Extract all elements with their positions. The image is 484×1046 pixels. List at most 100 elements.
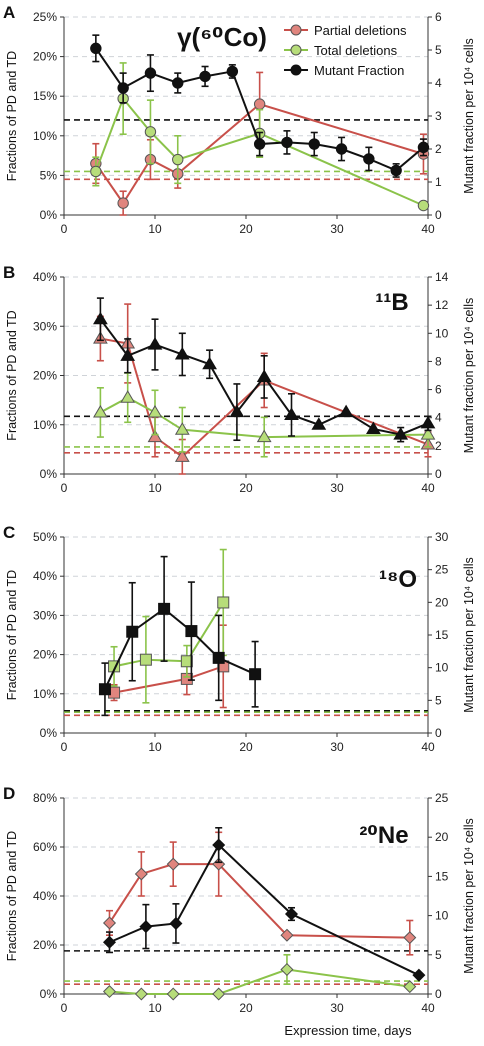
series-mutant-fraction xyxy=(93,297,436,443)
data-point xyxy=(420,415,436,429)
series-line xyxy=(108,863,410,939)
left-tick-label: 30% xyxy=(33,319,57,333)
left-tick-label: 10% xyxy=(33,129,57,143)
right-tick-label: 20 xyxy=(435,830,449,844)
data-point xyxy=(256,429,272,443)
left-tick-label: 20% xyxy=(33,369,57,383)
data-point xyxy=(403,931,417,945)
right-tick-label: 12 xyxy=(435,298,449,312)
data-point xyxy=(284,907,299,921)
data-point xyxy=(420,427,436,440)
right-tick-label: 2 xyxy=(435,439,442,453)
x-tick-label: 40 xyxy=(421,1001,435,1015)
data-point xyxy=(229,404,245,418)
x-tick-label: 30 xyxy=(330,481,344,495)
panel-d: 0 10 20 30 40 0% 20% 40% 60% 80% 0 5 10 15 20 25 Fractio… xyxy=(3,784,476,1015)
x-tick-label: 20 xyxy=(239,740,253,754)
right-axis-title: Mutant fraction per 10⁴ cells xyxy=(462,818,476,973)
right-axis-title: Mutant fraction per 10⁴ cells xyxy=(462,298,476,453)
data-point xyxy=(174,449,190,462)
data-point xyxy=(308,138,320,150)
data-point xyxy=(147,337,163,350)
data-point xyxy=(284,407,299,420)
left-tick-label: 20% xyxy=(33,50,57,64)
x-tick-label: 30 xyxy=(330,1001,344,1015)
x-tick-label: 10 xyxy=(148,740,162,754)
right-tick-label: 4 xyxy=(435,76,442,90)
panel-title: γ(⁶⁰Co) xyxy=(177,22,267,52)
left-tick-label: 5% xyxy=(40,168,58,182)
left-tick-label: 40% xyxy=(33,569,57,583)
panel-letter: A xyxy=(3,3,15,22)
left-tick-label: 50% xyxy=(33,530,57,544)
data-point xyxy=(185,625,198,638)
data-point xyxy=(412,968,426,982)
data-point xyxy=(417,199,430,212)
right-tick-label: 15 xyxy=(435,869,449,883)
panel-title: ¹¹B xyxy=(375,289,408,316)
right-tick-label: 2 xyxy=(435,142,442,156)
x-tick-label: 0 xyxy=(61,222,68,236)
data-point xyxy=(253,138,266,150)
right-tick-label: 5 xyxy=(435,43,442,57)
panel-title: ¹⁸O xyxy=(379,566,417,593)
right-tick-label: 0 xyxy=(435,208,442,222)
left-tick-label: 15% xyxy=(33,89,57,103)
left-tick-label: 20% xyxy=(33,648,57,662)
right-axis-title: Mutant fraction per 10⁴ cells xyxy=(462,38,476,193)
left-tick-label: 10% xyxy=(33,418,57,432)
data-point xyxy=(120,390,136,403)
data-point xyxy=(226,65,239,78)
right-tick-label: 6 xyxy=(435,383,442,397)
left-tick-label: 20% xyxy=(33,938,57,952)
legend-label: Mutant Fraction xyxy=(314,63,404,78)
legend-label: Total deletions xyxy=(314,43,398,58)
data-point xyxy=(417,141,430,154)
right-tick-label: 4 xyxy=(435,411,442,425)
right-tick-label: 3 xyxy=(435,109,442,123)
data-point xyxy=(249,668,262,681)
data-point xyxy=(217,596,230,609)
series-mutant-fraction xyxy=(102,826,426,982)
legend-swatch-marker xyxy=(290,24,302,36)
series-mutant-fraction xyxy=(98,555,262,717)
series-line xyxy=(104,607,256,690)
data-point xyxy=(366,421,381,435)
right-tick-label: 25 xyxy=(435,563,449,577)
panel-letter: C xyxy=(3,523,15,542)
x-tick-label: 0 xyxy=(61,740,68,754)
left-tick-label: 30% xyxy=(33,608,57,622)
left-tick-label: 0% xyxy=(40,726,58,740)
right-tick-label: 0 xyxy=(435,726,442,740)
data-point xyxy=(102,985,117,999)
data-point xyxy=(169,916,183,930)
data-point xyxy=(390,164,402,177)
data-point xyxy=(338,404,354,418)
data-point xyxy=(98,683,111,696)
x-tick-label: 40 xyxy=(421,222,435,236)
data-point xyxy=(212,987,226,1001)
data-point xyxy=(363,153,375,165)
series-line xyxy=(113,665,224,694)
panel-a: 0 10 20 30 40 0% 5% 10% 15% 20% 25% 0 1 2 3 4 5 6 Fraction… xyxy=(3,3,476,236)
data-point xyxy=(212,838,226,852)
left-tick-label: 0% xyxy=(40,987,58,1001)
data-point xyxy=(174,422,190,435)
left-tick-label: 80% xyxy=(33,791,57,805)
x-tick-label: 40 xyxy=(421,481,435,495)
data-point xyxy=(280,928,294,942)
data-point xyxy=(172,77,184,89)
right-tick-label: 25 xyxy=(435,791,449,805)
series-line xyxy=(95,103,424,205)
legend-swatch-marker xyxy=(290,44,302,56)
right-tick-label: 0 xyxy=(435,467,442,481)
data-point xyxy=(126,625,139,638)
data-point xyxy=(139,653,152,666)
series-mutant-fraction xyxy=(90,34,430,178)
data-point xyxy=(393,427,409,440)
data-point xyxy=(280,962,294,977)
left-axis-title: Fractions of PD and TD xyxy=(5,570,19,700)
left-tick-label: 0% xyxy=(40,467,58,481)
